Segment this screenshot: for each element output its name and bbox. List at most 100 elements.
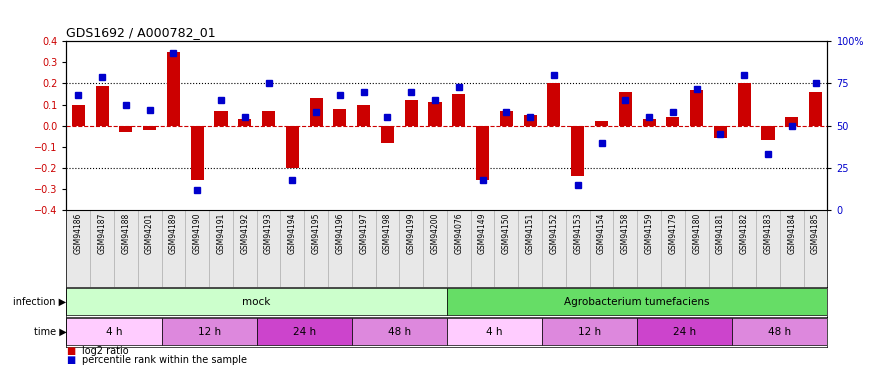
FancyBboxPatch shape	[66, 210, 90, 287]
Bar	[476, 126, 489, 180]
Bar	[619, 92, 632, 126]
FancyBboxPatch shape	[685, 210, 709, 287]
Text: GSM94154: GSM94154	[597, 212, 606, 254]
FancyBboxPatch shape	[281, 210, 304, 287]
Text: GSM94153: GSM94153	[573, 212, 582, 254]
FancyBboxPatch shape	[233, 210, 257, 287]
Text: Agrobacterium tumefaciens: Agrobacterium tumefaciens	[565, 297, 710, 307]
Bar	[571, 126, 584, 176]
Bar	[214, 111, 227, 126]
Text: ■: ■	[66, 346, 75, 355]
Bar	[524, 115, 536, 126]
Text: 24 h: 24 h	[293, 327, 316, 337]
Bar	[761, 126, 774, 140]
Text: GSM94187: GSM94187	[97, 212, 106, 254]
Text: GSM94197: GSM94197	[359, 212, 368, 254]
Text: GSM94180: GSM94180	[692, 212, 701, 254]
FancyBboxPatch shape	[399, 210, 423, 287]
FancyBboxPatch shape	[637, 210, 661, 287]
Bar	[334, 109, 346, 126]
FancyBboxPatch shape	[447, 318, 542, 345]
Text: GSM94200: GSM94200	[430, 212, 440, 254]
FancyBboxPatch shape	[352, 318, 447, 345]
Text: GSM94193: GSM94193	[264, 212, 273, 254]
Text: GSM94152: GSM94152	[550, 212, 558, 254]
Bar	[286, 126, 299, 168]
Text: 48 h: 48 h	[388, 327, 411, 337]
Bar	[643, 119, 656, 126]
FancyBboxPatch shape	[352, 210, 375, 287]
Bar	[72, 105, 85, 126]
Bar	[96, 86, 109, 126]
Bar	[381, 126, 394, 142]
Bar	[666, 117, 680, 126]
Bar	[738, 84, 750, 126]
FancyBboxPatch shape	[780, 210, 804, 287]
Text: GSM94191: GSM94191	[217, 212, 226, 254]
FancyBboxPatch shape	[114, 210, 138, 287]
Text: GSM94159: GSM94159	[644, 212, 654, 254]
Text: GSM94190: GSM94190	[193, 212, 202, 254]
Text: ■: ■	[66, 355, 75, 365]
Text: 12 h: 12 h	[197, 327, 220, 337]
Text: GSM94184: GSM94184	[788, 212, 796, 254]
Text: GSM94151: GSM94151	[526, 212, 535, 254]
FancyBboxPatch shape	[637, 318, 733, 345]
FancyBboxPatch shape	[519, 210, 542, 287]
Text: 4 h: 4 h	[486, 327, 503, 337]
Bar	[690, 90, 704, 126]
Bar	[262, 111, 275, 126]
Bar	[310, 98, 323, 126]
Bar	[428, 102, 442, 126]
FancyBboxPatch shape	[613, 210, 637, 287]
FancyBboxPatch shape	[756, 210, 780, 287]
Text: GSM94186: GSM94186	[73, 212, 83, 254]
FancyBboxPatch shape	[257, 210, 281, 287]
FancyBboxPatch shape	[66, 318, 161, 345]
FancyBboxPatch shape	[209, 210, 233, 287]
FancyBboxPatch shape	[304, 210, 328, 287]
FancyBboxPatch shape	[161, 318, 257, 345]
Bar	[238, 119, 251, 126]
Text: 48 h: 48 h	[768, 327, 791, 337]
Bar	[595, 122, 608, 126]
Text: GSM94076: GSM94076	[454, 212, 464, 254]
FancyBboxPatch shape	[542, 318, 637, 345]
Text: GSM94185: GSM94185	[811, 212, 820, 254]
Text: GSM94158: GSM94158	[620, 212, 630, 254]
Bar	[500, 111, 513, 126]
FancyBboxPatch shape	[495, 210, 519, 287]
Text: percentile rank within the sample: percentile rank within the sample	[82, 355, 247, 365]
Bar	[119, 126, 133, 132]
Text: 4 h: 4 h	[105, 327, 122, 337]
Text: time ▶: time ▶	[34, 327, 66, 337]
Bar	[548, 84, 560, 126]
Text: GSM94198: GSM94198	[383, 212, 392, 254]
Bar	[452, 94, 466, 126]
Text: GSM94181: GSM94181	[716, 212, 725, 254]
Bar	[714, 126, 727, 138]
FancyBboxPatch shape	[66, 288, 447, 315]
Text: 24 h: 24 h	[673, 327, 696, 337]
FancyBboxPatch shape	[804, 210, 827, 287]
FancyBboxPatch shape	[542, 210, 566, 287]
Bar	[404, 100, 418, 126]
Text: GSM94188: GSM94188	[121, 212, 130, 254]
Bar	[358, 105, 370, 126]
FancyBboxPatch shape	[328, 210, 352, 287]
Bar	[190, 126, 204, 180]
Text: GSM94194: GSM94194	[288, 212, 296, 254]
FancyBboxPatch shape	[138, 210, 161, 287]
Bar	[143, 126, 156, 130]
Text: GSM94179: GSM94179	[668, 212, 677, 254]
Text: log2 ratio: log2 ratio	[82, 346, 129, 355]
FancyBboxPatch shape	[661, 210, 685, 287]
FancyBboxPatch shape	[161, 210, 185, 287]
FancyBboxPatch shape	[185, 210, 209, 287]
Bar	[785, 117, 798, 126]
FancyBboxPatch shape	[447, 210, 471, 287]
Text: GSM94182: GSM94182	[740, 212, 749, 254]
Text: GSM94199: GSM94199	[407, 212, 416, 254]
Text: GSM94149: GSM94149	[478, 212, 487, 254]
FancyBboxPatch shape	[447, 288, 827, 315]
